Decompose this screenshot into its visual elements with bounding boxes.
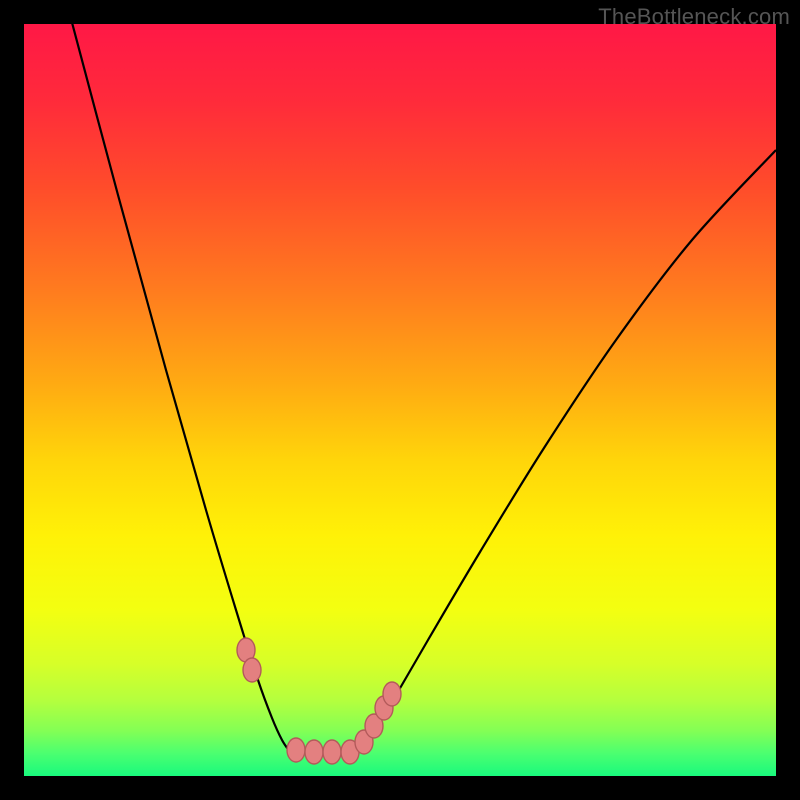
bottleneck-chart [0, 0, 800, 800]
marker-point [287, 738, 305, 762]
marker-point [383, 682, 401, 706]
marker-point [323, 740, 341, 764]
chart-frame: TheBottleneck.com [0, 0, 800, 800]
marker-point [305, 740, 323, 764]
gradient-background [24, 24, 776, 776]
marker-point [243, 658, 261, 682]
